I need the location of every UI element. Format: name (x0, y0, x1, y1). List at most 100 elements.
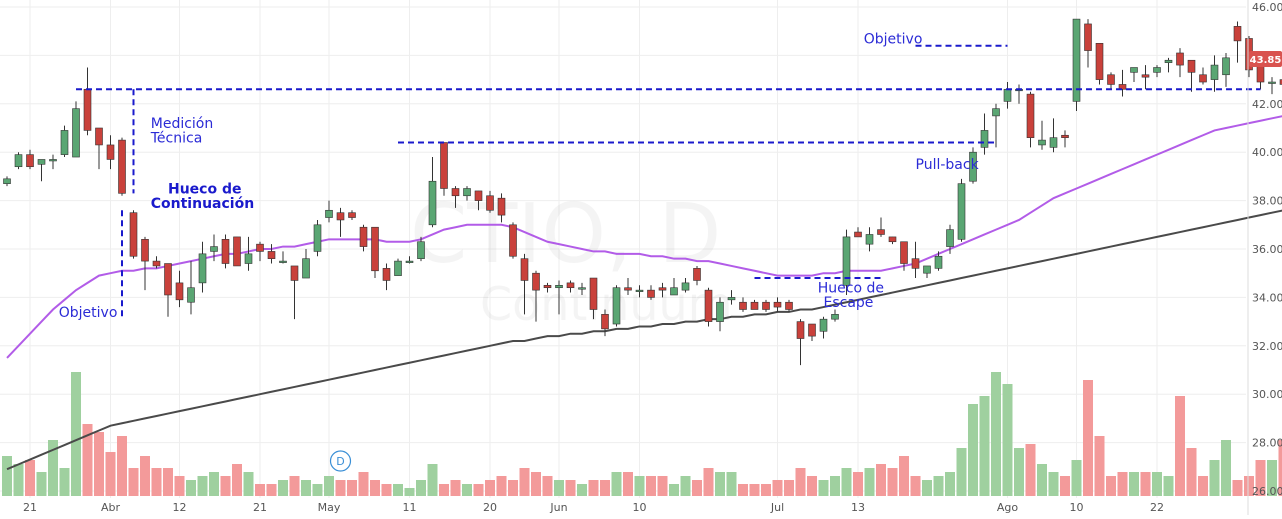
volume-bar-57 (658, 476, 668, 496)
time-tick-4: May (318, 501, 341, 514)
volume-bar-51 (589, 480, 599, 496)
volume-bar-72 (830, 476, 840, 496)
volume-bar-32 (370, 480, 380, 496)
volume-bar-19 (221, 476, 231, 496)
candle-body-52 (602, 314, 609, 329)
candle-body-107 (1234, 26, 1241, 41)
volume-bar-78 (899, 456, 909, 496)
time-tick-7: Jun (549, 501, 567, 514)
volume-bar-35 (405, 488, 415, 496)
candle-body-13 (153, 261, 160, 266)
candle-body-103 (1188, 60, 1195, 72)
volume-bar-79 (911, 476, 921, 496)
volume-bar-90 (1037, 464, 1047, 496)
volume-bar-103 (1187, 448, 1197, 496)
candle-body-75 (866, 234, 873, 244)
time-tick-6: 20 (483, 501, 497, 514)
volume-bar-92 (1060, 476, 1070, 496)
candle-20 (234, 237, 241, 266)
volume-bar-39 (451, 480, 461, 496)
volume-bar-85 (980, 396, 990, 496)
volume-bar-12 (140, 456, 150, 496)
volume-bar-69 (796, 468, 806, 496)
volume-bar-10 (117, 436, 127, 496)
volume-bar-18 (209, 472, 219, 496)
volume-bar-89 (1026, 444, 1036, 496)
volume-bar-94 (1083, 380, 1093, 496)
candle-body-68 (786, 302, 793, 309)
last-price-badge: 43.85 (1249, 51, 1282, 67)
volume-bar-71 (819, 480, 829, 496)
candle-body-110 (1269, 82, 1276, 84)
volume-bar-59 (681, 476, 691, 496)
volume-bar-28 (324, 476, 334, 496)
volume-bar-46 (531, 472, 541, 496)
candle-body-95 (1096, 43, 1103, 79)
candle-body-86 (993, 109, 1000, 116)
candle-body-70 (809, 324, 816, 336)
candle-body-101 (1165, 60, 1172, 62)
volume-bar-37 (428, 464, 438, 496)
volume-bar-45 (520, 468, 530, 496)
candle-body-36 (418, 242, 425, 259)
volume-bar-48 (554, 480, 564, 496)
candle-body-30 (349, 213, 356, 218)
volume-bar-61 (704, 468, 714, 496)
volume-bar-102 (1175, 396, 1185, 496)
volume-bar-74 (853, 472, 863, 496)
candle-body-105 (1211, 65, 1218, 80)
volume-bar-49 (566, 480, 576, 496)
price-tick-10: 26.00 (1252, 485, 1282, 498)
candle-body-31 (360, 227, 367, 246)
price-tick-9: 28.00 (1252, 437, 1282, 450)
price-tick-7: 32.00 (1252, 340, 1282, 353)
candle-body-17 (199, 254, 206, 283)
volume-bar-40 (462, 484, 472, 496)
volume-bar-67 (773, 480, 783, 496)
candle-body-64 (740, 302, 747, 309)
candle-93 (1073, 19, 1080, 111)
label-objetivo-left: Objetivo (59, 305, 118, 321)
volume-bar-98 (1129, 472, 1139, 496)
volume-bar-33 (382, 484, 392, 496)
candle-body-19 (222, 239, 229, 263)
price-tick-3: 40.00 (1252, 146, 1282, 159)
volume-bar-63 (727, 472, 737, 496)
volume-bar-58 (669, 484, 679, 496)
volume-bar-96 (1106, 476, 1116, 496)
volume-bar-8 (94, 432, 104, 496)
candle-body-50 (579, 288, 586, 290)
candle-body-90 (1039, 140, 1046, 145)
volume-bar-24 (278, 480, 288, 496)
candle-body-82 (947, 230, 954, 247)
candle-body-6 (73, 109, 80, 157)
candle-body-21 (245, 254, 252, 264)
candle-body-1 (15, 155, 22, 167)
volume-bar-27 (313, 484, 323, 496)
volume-bar-106 (1221, 440, 1231, 496)
dividend-marker[interactable]: D (331, 451, 351, 471)
candle-6 (73, 101, 80, 157)
candle-body-42 (487, 196, 494, 211)
candle-body-49 (567, 283, 574, 288)
volume-bar-9 (106, 452, 116, 496)
time-tick-5: 11 (403, 501, 417, 514)
candle-body-66 (763, 302, 770, 309)
candle-body-14 (165, 264, 172, 295)
candle-body-79 (912, 259, 919, 269)
volume-bar-91 (1049, 472, 1059, 496)
candle-body-56 (648, 290, 655, 297)
volume-bar-11 (129, 468, 139, 496)
price-tick-5: 36.00 (1252, 243, 1282, 256)
candle-body-96 (1108, 75, 1115, 85)
candle-body-78 (901, 242, 908, 264)
candle-body-15 (176, 283, 183, 300)
candle-body-4 (50, 159, 57, 161)
candle-body-76 (878, 230, 885, 235)
time-tick-9: Jul (770, 501, 784, 514)
candle-body-74 (855, 232, 862, 237)
volume-bar-41 (474, 484, 484, 496)
candle-body-89 (1027, 94, 1034, 138)
